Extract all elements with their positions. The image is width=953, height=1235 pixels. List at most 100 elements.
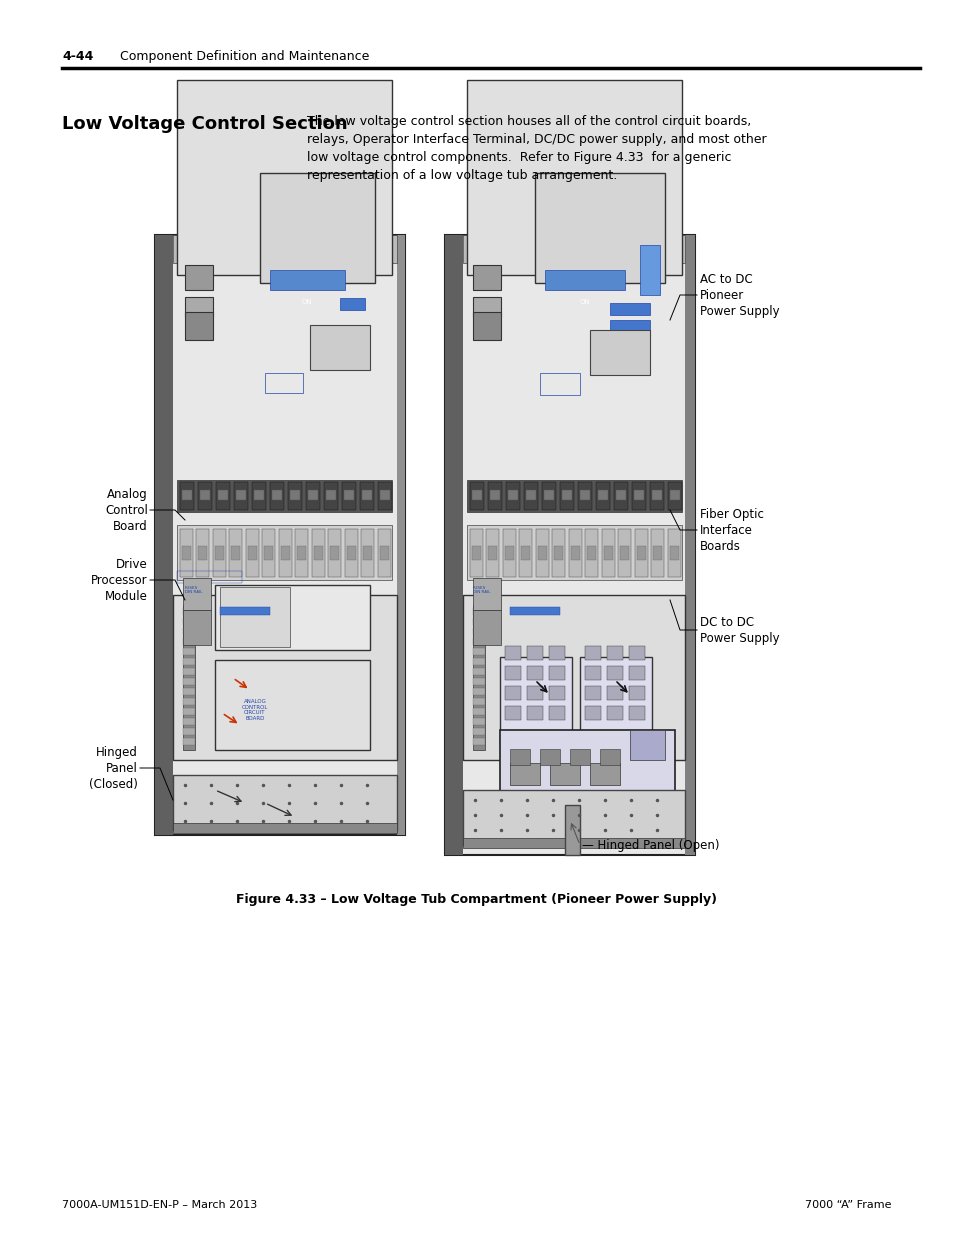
- Bar: [230, 529, 242, 577]
- Bar: [548, 666, 564, 680]
- Bar: [172, 595, 396, 760]
- Bar: [571, 546, 579, 559]
- Bar: [324, 482, 337, 510]
- Bar: [328, 529, 341, 577]
- Bar: [510, 763, 539, 785]
- Bar: [587, 546, 596, 559]
- Bar: [473, 296, 500, 317]
- Text: Component Definition and Maintenance: Component Definition and Maintenance: [120, 49, 369, 63]
- Bar: [473, 718, 484, 725]
- Bar: [344, 490, 354, 500]
- Bar: [629, 730, 664, 760]
- Bar: [177, 525, 392, 580]
- Bar: [579, 657, 651, 745]
- Bar: [554, 546, 563, 559]
- Text: Low Voltage Control Section: Low Voltage Control Section: [62, 115, 347, 133]
- Bar: [539, 373, 579, 395]
- Bar: [232, 546, 240, 559]
- Bar: [619, 546, 629, 559]
- Bar: [246, 529, 258, 577]
- Bar: [361, 490, 372, 500]
- Bar: [462, 790, 684, 845]
- Bar: [543, 490, 554, 500]
- Bar: [614, 482, 627, 510]
- Bar: [330, 546, 339, 559]
- Bar: [628, 685, 644, 700]
- Bar: [606, 666, 622, 680]
- Bar: [326, 490, 335, 500]
- Bar: [172, 776, 396, 830]
- Bar: [499, 657, 572, 745]
- Bar: [314, 546, 323, 559]
- Bar: [651, 529, 664, 577]
- Bar: [185, 266, 213, 290]
- Bar: [473, 605, 484, 750]
- Bar: [631, 482, 645, 510]
- Bar: [177, 80, 392, 275]
- Bar: [541, 482, 556, 510]
- Bar: [363, 546, 372, 559]
- Bar: [667, 529, 680, 577]
- Bar: [537, 546, 546, 559]
- Bar: [669, 546, 679, 559]
- Bar: [248, 546, 256, 559]
- Bar: [505, 482, 519, 510]
- Bar: [637, 546, 645, 559]
- Bar: [564, 805, 579, 855]
- Bar: [183, 648, 194, 655]
- Bar: [568, 529, 581, 577]
- Bar: [526, 685, 542, 700]
- Bar: [467, 80, 681, 275]
- Bar: [198, 546, 208, 559]
- Bar: [552, 529, 565, 577]
- Bar: [154, 235, 172, 835]
- Bar: [218, 490, 228, 500]
- Bar: [589, 330, 649, 375]
- Bar: [183, 727, 194, 735]
- Bar: [584, 646, 600, 659]
- Bar: [278, 529, 292, 577]
- Bar: [308, 490, 317, 500]
- Bar: [180, 529, 193, 577]
- Bar: [215, 482, 230, 510]
- Bar: [486, 529, 499, 577]
- Bar: [183, 688, 194, 695]
- Bar: [183, 608, 194, 615]
- Bar: [473, 638, 484, 645]
- Bar: [248, 235, 266, 245]
- Bar: [377, 529, 391, 577]
- Bar: [584, 666, 600, 680]
- Bar: [260, 173, 375, 283]
- Bar: [596, 482, 609, 510]
- Bar: [444, 235, 462, 855]
- Bar: [473, 658, 484, 664]
- Bar: [177, 480, 392, 513]
- Bar: [502, 529, 516, 577]
- Bar: [490, 490, 499, 500]
- Bar: [609, 303, 649, 315]
- Text: Hinged
Panel
(Closed): Hinged Panel (Closed): [89, 746, 138, 790]
- Bar: [584, 706, 600, 720]
- Text: 4-44: 4-44: [62, 49, 93, 63]
- Bar: [473, 312, 500, 340]
- Bar: [472, 546, 480, 559]
- Bar: [584, 685, 600, 700]
- Bar: [639, 245, 659, 295]
- Bar: [510, 748, 530, 764]
- Bar: [601, 529, 615, 577]
- Text: ON: ON: [579, 299, 590, 305]
- Bar: [504, 706, 520, 720]
- Text: FUSES
DIN RAIL: FUSES DIN RAIL: [473, 585, 490, 594]
- Bar: [684, 235, 695, 855]
- Bar: [467, 525, 681, 580]
- Bar: [550, 763, 579, 785]
- Bar: [379, 490, 390, 500]
- Text: low voltage control components.  Refer to Figure 4.33  for a generic: low voltage control components. Refer to…: [307, 151, 731, 164]
- Bar: [264, 546, 274, 559]
- Text: The low voltage control section houses all of the control circuit boards,: The low voltage control section houses a…: [307, 115, 750, 128]
- Bar: [467, 480, 681, 513]
- Bar: [579, 490, 589, 500]
- Bar: [521, 546, 530, 559]
- Bar: [154, 235, 405, 835]
- Bar: [183, 629, 194, 635]
